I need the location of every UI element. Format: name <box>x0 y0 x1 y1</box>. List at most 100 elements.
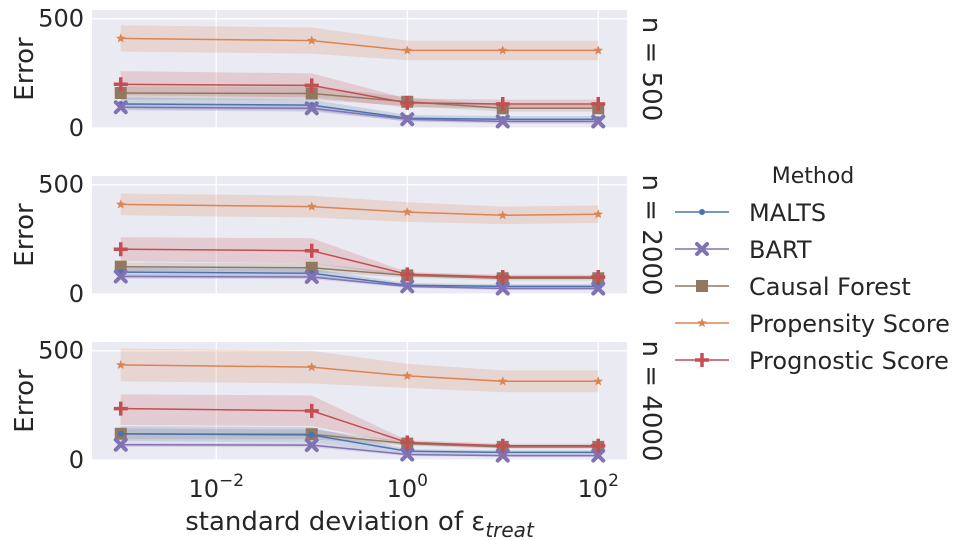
x-tick-base: 10 <box>578 475 609 503</box>
data-point <box>498 210 508 220</box>
y-tick-label: 0 <box>69 114 84 142</box>
confidence-band <box>120 25 599 61</box>
data-point <box>593 209 603 219</box>
data-point <box>304 403 319 418</box>
plot-background <box>92 176 627 294</box>
x-tick-label: 100 <box>387 471 428 503</box>
data-point <box>498 376 508 386</box>
data-point <box>402 370 412 380</box>
y-tick-label: 500 <box>38 171 84 199</box>
data-point <box>495 96 510 111</box>
legend-label: Prognostic Score <box>749 347 949 375</box>
data-point <box>304 269 319 284</box>
legend-swatch-marker <box>695 242 709 256</box>
y-tick-label: 0 <box>69 446 84 474</box>
data-point <box>304 243 319 258</box>
data-point <box>591 438 606 453</box>
data-point <box>113 437 128 452</box>
panel-label: n = 500 <box>636 17 666 121</box>
confidence-band <box>120 237 599 280</box>
data-point <box>400 112 415 127</box>
data-point <box>304 101 319 116</box>
data-point <box>304 78 319 93</box>
data-point <box>400 267 415 282</box>
data-point <box>591 114 606 129</box>
data-point <box>304 438 319 453</box>
y-axis-label: Error <box>10 37 40 101</box>
data-point <box>116 33 126 43</box>
x-axis-label-subscript: treat <box>485 518 535 540</box>
x-tick-exponent: 0 <box>417 471 428 491</box>
legend-swatch-marker <box>697 318 707 327</box>
x-axis-label-main: standard deviation of ε <box>185 507 485 537</box>
legend-label: MALTS <box>749 199 826 227</box>
confidence-band <box>120 394 599 448</box>
data-point <box>498 45 508 55</box>
data-point <box>495 448 510 463</box>
panel-label: n = 2000 <box>636 175 666 296</box>
data-point <box>116 359 126 369</box>
legend-item: MALTS <box>675 199 826 227</box>
data-point <box>495 438 510 453</box>
data-point <box>308 431 315 438</box>
data-point <box>593 376 603 386</box>
legend: Method MALTS BART Causal Forest Propensity S… <box>675 164 950 375</box>
data-point <box>117 430 124 437</box>
data-point <box>591 448 606 463</box>
y-tick-label: 500 <box>38 337 84 365</box>
confidence-band <box>120 348 599 393</box>
confidence-band <box>120 97 599 123</box>
data-point <box>113 269 128 284</box>
y-axis-label: Error <box>10 369 40 433</box>
x-tick-label: 10−2 <box>188 471 244 503</box>
x-tick-base: 10 <box>387 475 418 503</box>
data-point <box>113 401 128 416</box>
y-tick-label: 500 <box>38 5 84 33</box>
plot-background <box>92 342 627 460</box>
legend-item: Causal Forest <box>675 273 911 301</box>
panels: 0 500 Error n = 500 0 500 Error n = 2000 0 500 Err… <box>10 5 666 474</box>
legend-label: Causal Forest <box>749 273 911 301</box>
data-point <box>591 96 606 111</box>
data-point <box>305 87 318 100</box>
legend-label: Propensity Score <box>749 310 950 338</box>
data-point <box>593 45 603 55</box>
x-axis-label: standard deviation of εtreat <box>185 507 535 540</box>
data-point <box>591 269 606 284</box>
panel-3: 0 500 Error n = 4000 <box>10 337 666 474</box>
data-point <box>495 114 510 129</box>
data-point <box>400 279 415 294</box>
legend-swatch-marker <box>696 280 708 292</box>
x-tick-label: 102 <box>578 471 619 503</box>
data-point <box>307 201 317 211</box>
legend-item: Prognostic Score <box>675 347 949 375</box>
data-point <box>113 100 128 115</box>
legend-title: Method <box>772 164 855 189</box>
data-point <box>113 77 128 92</box>
data-point <box>307 35 317 45</box>
legend-swatch-marker <box>695 353 709 367</box>
y-axis-label: Error <box>10 203 40 267</box>
legend-label: BART <box>749 236 812 264</box>
legend-item: BART <box>675 236 812 264</box>
confidence-band <box>120 426 599 455</box>
x-tick-exponent: −2 <box>219 471 244 491</box>
data-point <box>400 435 415 450</box>
data-point <box>305 261 318 274</box>
data-point <box>402 45 412 55</box>
data-point <box>495 281 510 296</box>
data-point <box>591 281 606 296</box>
panel-label: n = 4000 <box>636 341 666 462</box>
data-point <box>400 447 415 462</box>
legend-swatch-marker <box>699 209 705 215</box>
x-tick-exponent: 2 <box>608 471 619 491</box>
x-tick-base: 10 <box>188 475 219 503</box>
data-point <box>113 242 128 257</box>
confidence-band <box>120 71 599 109</box>
y-tick-label: 0 <box>69 280 84 308</box>
data-point <box>116 199 126 209</box>
panel-1: 0 500 Error n = 500 <box>10 5 666 142</box>
legend-item: Propensity Score <box>675 310 950 338</box>
